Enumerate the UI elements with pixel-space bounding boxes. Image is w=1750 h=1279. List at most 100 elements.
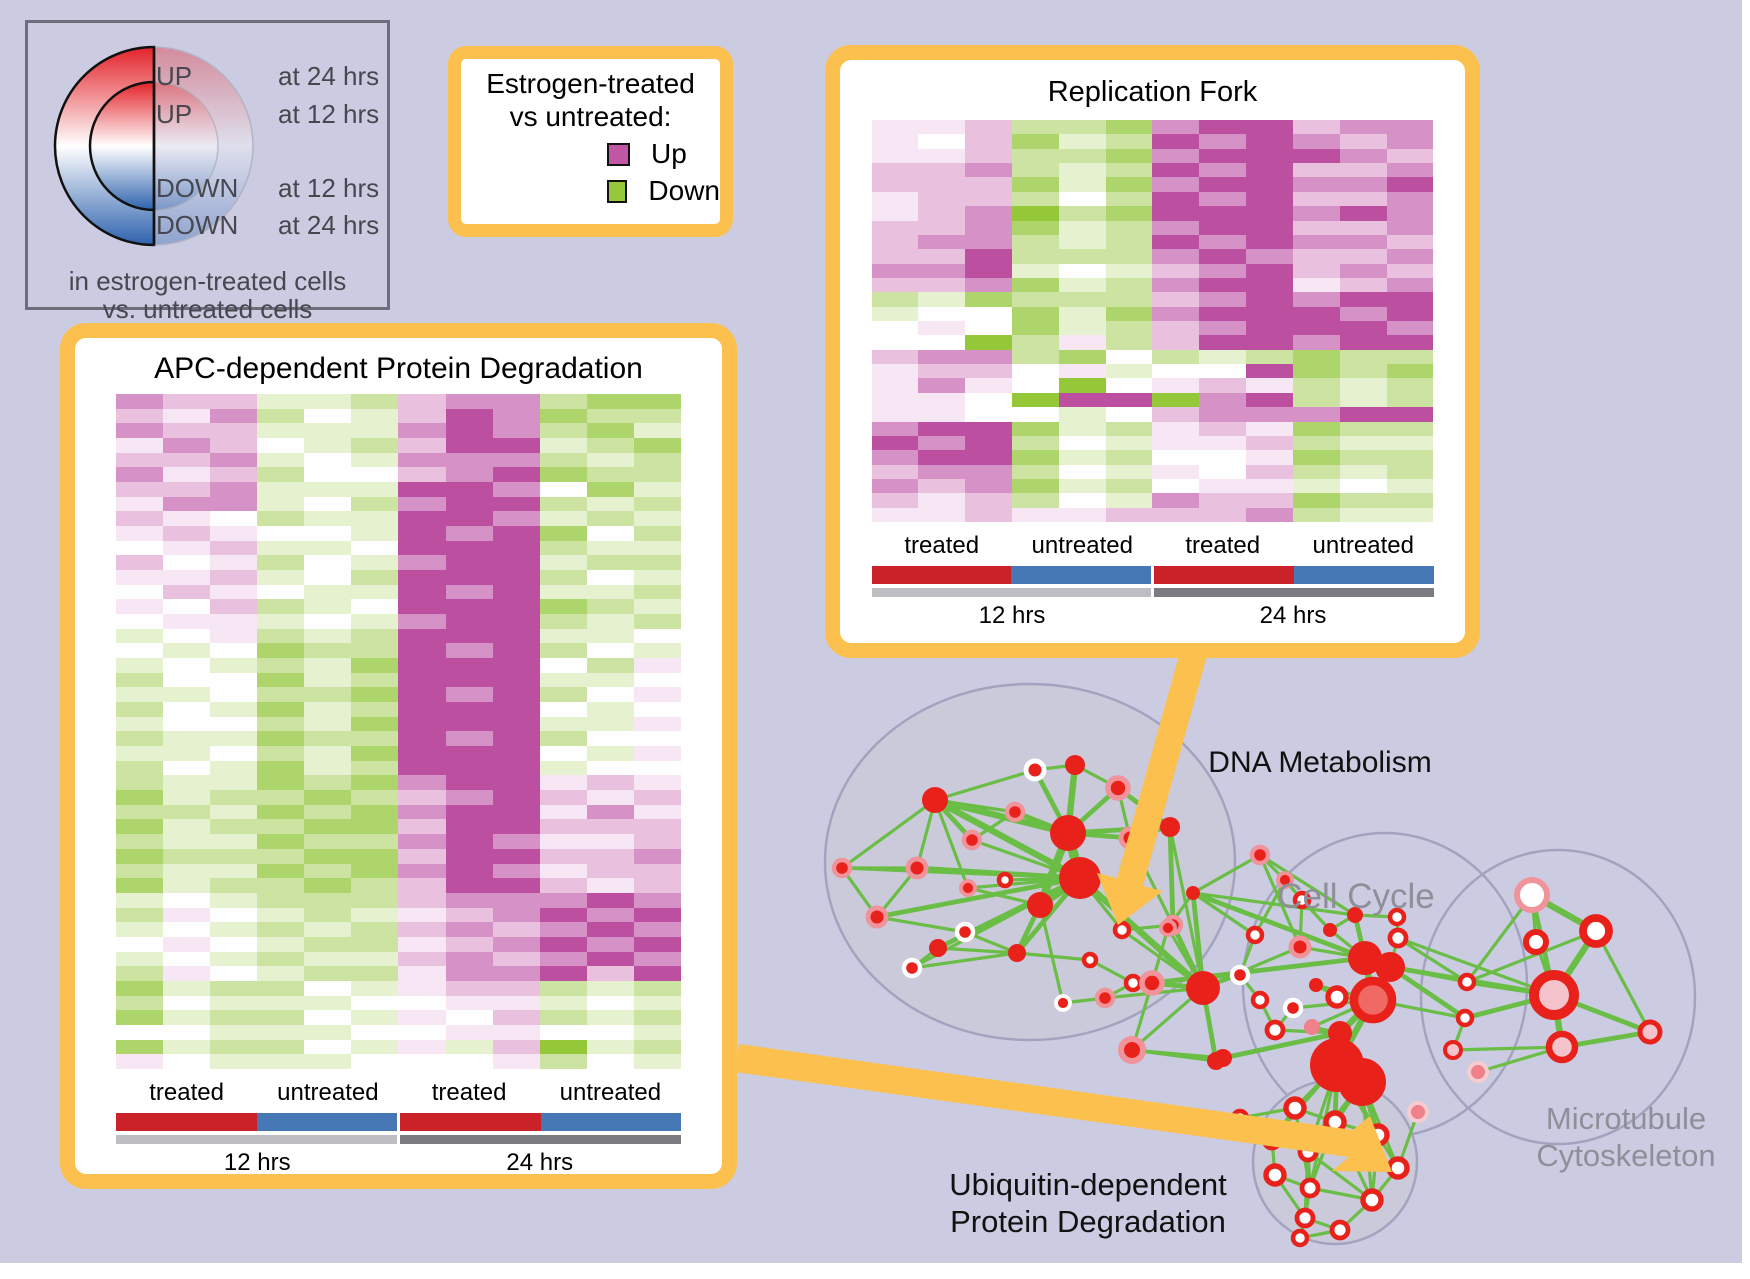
heatmap-cell xyxy=(1292,464,1340,479)
heatmap-cell xyxy=(492,394,540,409)
bar-12hrs xyxy=(871,588,1151,597)
heatmap-cell xyxy=(1011,177,1059,192)
heatmap-row xyxy=(116,716,681,732)
heatmap-cell xyxy=(586,584,634,600)
heatmap-cell xyxy=(445,438,493,453)
heatmap-cell xyxy=(257,702,305,717)
heatmap-cell xyxy=(351,936,399,952)
network-node-s xyxy=(922,787,948,813)
heatmap-row xyxy=(871,134,1434,149)
heatmap-cell xyxy=(1339,120,1387,135)
heatmap-cell xyxy=(1292,177,1340,192)
heatmap-cell xyxy=(257,907,305,923)
heatmap-cell xyxy=(257,760,305,776)
heatmap-cell xyxy=(1152,120,1200,135)
heatmap-cell xyxy=(163,643,211,659)
heatmap-cell xyxy=(116,584,164,600)
heatmap-row xyxy=(871,378,1434,393)
heatmap-cell xyxy=(1105,407,1153,422)
heatmap-cell xyxy=(1199,407,1247,422)
heatmap-cell xyxy=(445,966,493,981)
network-node-wc xyxy=(1123,973,1143,993)
network-node-wc xyxy=(1292,890,1312,910)
heatmap-cell xyxy=(210,790,258,805)
repfork-group-labels: treated untreated treated untreated xyxy=(872,532,1434,560)
heatmap-cell xyxy=(539,848,587,864)
heatmap-cell xyxy=(1386,306,1434,322)
treated-bar xyxy=(400,1113,541,1131)
heatmap-cell xyxy=(1011,249,1059,264)
heatmap-cell xyxy=(1386,335,1434,350)
heatmap-cell xyxy=(1339,493,1387,508)
heatmap-cell xyxy=(163,423,211,439)
heatmap-cell xyxy=(1386,163,1434,178)
network-node-wc xyxy=(1112,920,1132,940)
heatmap-cell xyxy=(116,790,164,805)
heatmap-cell xyxy=(539,966,587,981)
heatmap-cell xyxy=(586,570,634,585)
heatmap-cell xyxy=(1246,378,1293,393)
heatmap-cell xyxy=(1105,349,1153,365)
heatmap-cell xyxy=(163,922,211,937)
heatmap-cell xyxy=(492,863,540,879)
heatmap-cell xyxy=(351,658,399,673)
network-node-wc xyxy=(1325,985,1349,1009)
heatmap-cell xyxy=(586,672,634,688)
apc-heatmap-panel: APC-dependent Protein Degradation treate… xyxy=(60,323,737,1189)
heatmap-cell xyxy=(163,746,211,761)
heatmap-cell xyxy=(1152,234,1200,250)
network-node-s xyxy=(1309,978,1323,992)
heatmap-row xyxy=(116,995,681,1011)
heatmap-cell xyxy=(304,1024,352,1040)
heatmap-cell xyxy=(918,306,966,322)
heatmap-cell xyxy=(445,511,493,527)
network-edge xyxy=(1258,854,1302,948)
heatmap-cell xyxy=(351,599,399,615)
heatmap-cell xyxy=(1152,277,1200,293)
heatmap-cell xyxy=(539,892,587,908)
heatmap-cell xyxy=(1246,263,1293,278)
heatmap-cell xyxy=(1011,450,1059,465)
heatmap-cell xyxy=(398,980,446,996)
heatmap-cell xyxy=(210,526,258,541)
ring-legend-up12-time: at 12 hrs xyxy=(278,99,380,129)
network-node-wc xyxy=(1523,929,1549,955)
heatmap-cell xyxy=(163,614,211,629)
heatmap-cell xyxy=(257,584,305,600)
heatmap-cell xyxy=(1105,292,1153,307)
heatmap-cell xyxy=(1105,335,1153,350)
heatmap-cell xyxy=(351,834,399,849)
heatmap-cell xyxy=(586,951,634,967)
heatmap-cell xyxy=(398,614,446,629)
heatmap-cell xyxy=(492,584,540,600)
heatmap-cell xyxy=(210,614,258,629)
heatmap-cell xyxy=(1199,478,1247,494)
heatmap-cell xyxy=(871,493,919,508)
heatmap-cell xyxy=(1386,234,1434,250)
heatmap-cell xyxy=(210,951,258,967)
heatmap-cell xyxy=(965,493,1012,508)
heatmap-cell xyxy=(1292,163,1340,178)
heatmap-cell xyxy=(1292,335,1340,350)
heatmap-cell xyxy=(586,526,634,541)
heatmap-cell xyxy=(965,163,1012,178)
heatmap-cell xyxy=(1292,249,1340,264)
heatmap-cell xyxy=(918,148,966,164)
heatmap-cell xyxy=(257,672,305,688)
heatmap-cell xyxy=(965,120,1012,135)
heatmap-cell xyxy=(163,452,211,468)
heatmap-cell xyxy=(398,672,446,688)
heatmap-cell xyxy=(210,672,258,688)
heatmap-cell xyxy=(1058,407,1106,422)
heatmap-cell xyxy=(257,511,305,527)
heatmap-cell xyxy=(633,790,681,805)
color-key-title-line1: Estrogen-treated xyxy=(486,68,695,99)
heatmap-cell xyxy=(492,423,540,439)
heatmap-cell xyxy=(398,1024,446,1040)
heatmap-cell xyxy=(539,804,587,820)
heatmap-cell xyxy=(492,526,540,541)
heatmap-cell xyxy=(257,452,305,468)
heatmap-cell xyxy=(1011,407,1059,422)
heatmap-cell xyxy=(1386,321,1434,336)
heatmap-cell xyxy=(586,966,634,981)
